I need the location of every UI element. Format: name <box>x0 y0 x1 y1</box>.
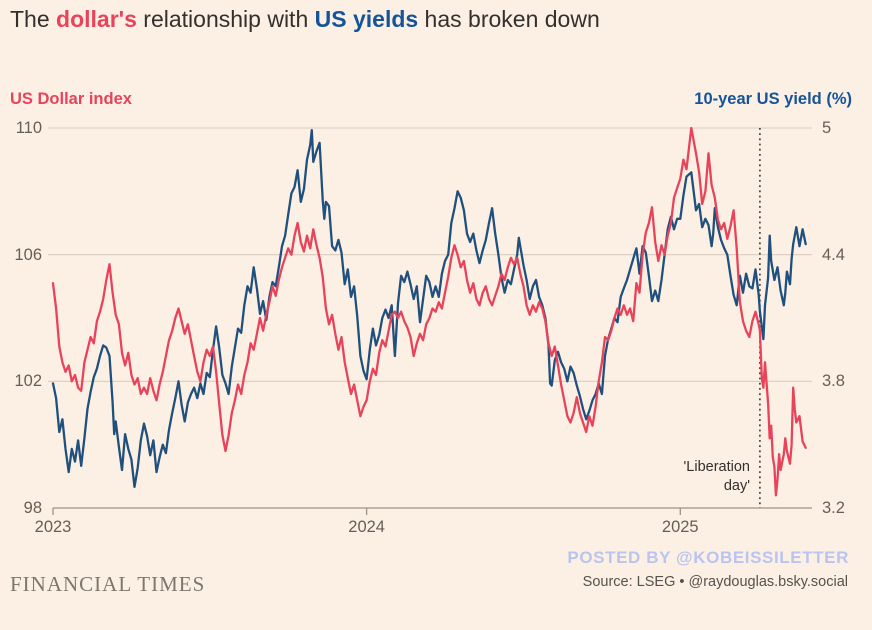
us-dollar-index-line <box>51 126 807 497</box>
source-credit: Source: LSEG • @raydouglas.bsky.social <box>582 574 848 590</box>
right-axis-tick-label: 3.2 <box>822 499 845 517</box>
annotation-line-1: 'Liberation <box>683 459 750 475</box>
title-accent-dollar: dollar's <box>56 6 137 32</box>
financial-times-logo: FINANCIAL TIMES <box>10 572 206 596</box>
right-axis-tick-label: 4.4 <box>822 245 845 264</box>
title-suffix: has broken down <box>418 6 600 32</box>
left-axis-tick-label: 106 <box>14 245 42 264</box>
right-axis-tick-label: 5 <box>822 119 832 137</box>
title-prefix: The <box>10 6 57 32</box>
x-axis-tick-label: 2023 <box>34 518 72 536</box>
right-axis-tick-label: 3.8 <box>822 372 845 391</box>
ten-year-yield-line <box>51 128 807 489</box>
left-axis-tick-label: 98 <box>23 499 42 517</box>
left-axis-tick-label: 102 <box>14 372 42 391</box>
left-axis-tick-label: 110 <box>15 119 42 137</box>
title-accent-yields: US yields <box>314 6 419 32</box>
x-axis-tick-label: 2024 <box>348 518 385 536</box>
page-title: The dollar's relationship with US yields… <box>10 6 600 33</box>
liberation-day-annotation: 'Liberation day' <box>684 458 750 496</box>
annotation-line-2: day' <box>723 478 750 494</box>
title-middle: relationship with <box>136 6 315 32</box>
right-axis-title: 10-year US yield (%) <box>694 90 852 108</box>
x-axis-tick-label: 2025 <box>661 518 699 536</box>
poster-watermark: POSTED BY @KOBEISSILETTER <box>567 548 849 567</box>
left-axis-title: US Dollar index <box>10 90 132 108</box>
